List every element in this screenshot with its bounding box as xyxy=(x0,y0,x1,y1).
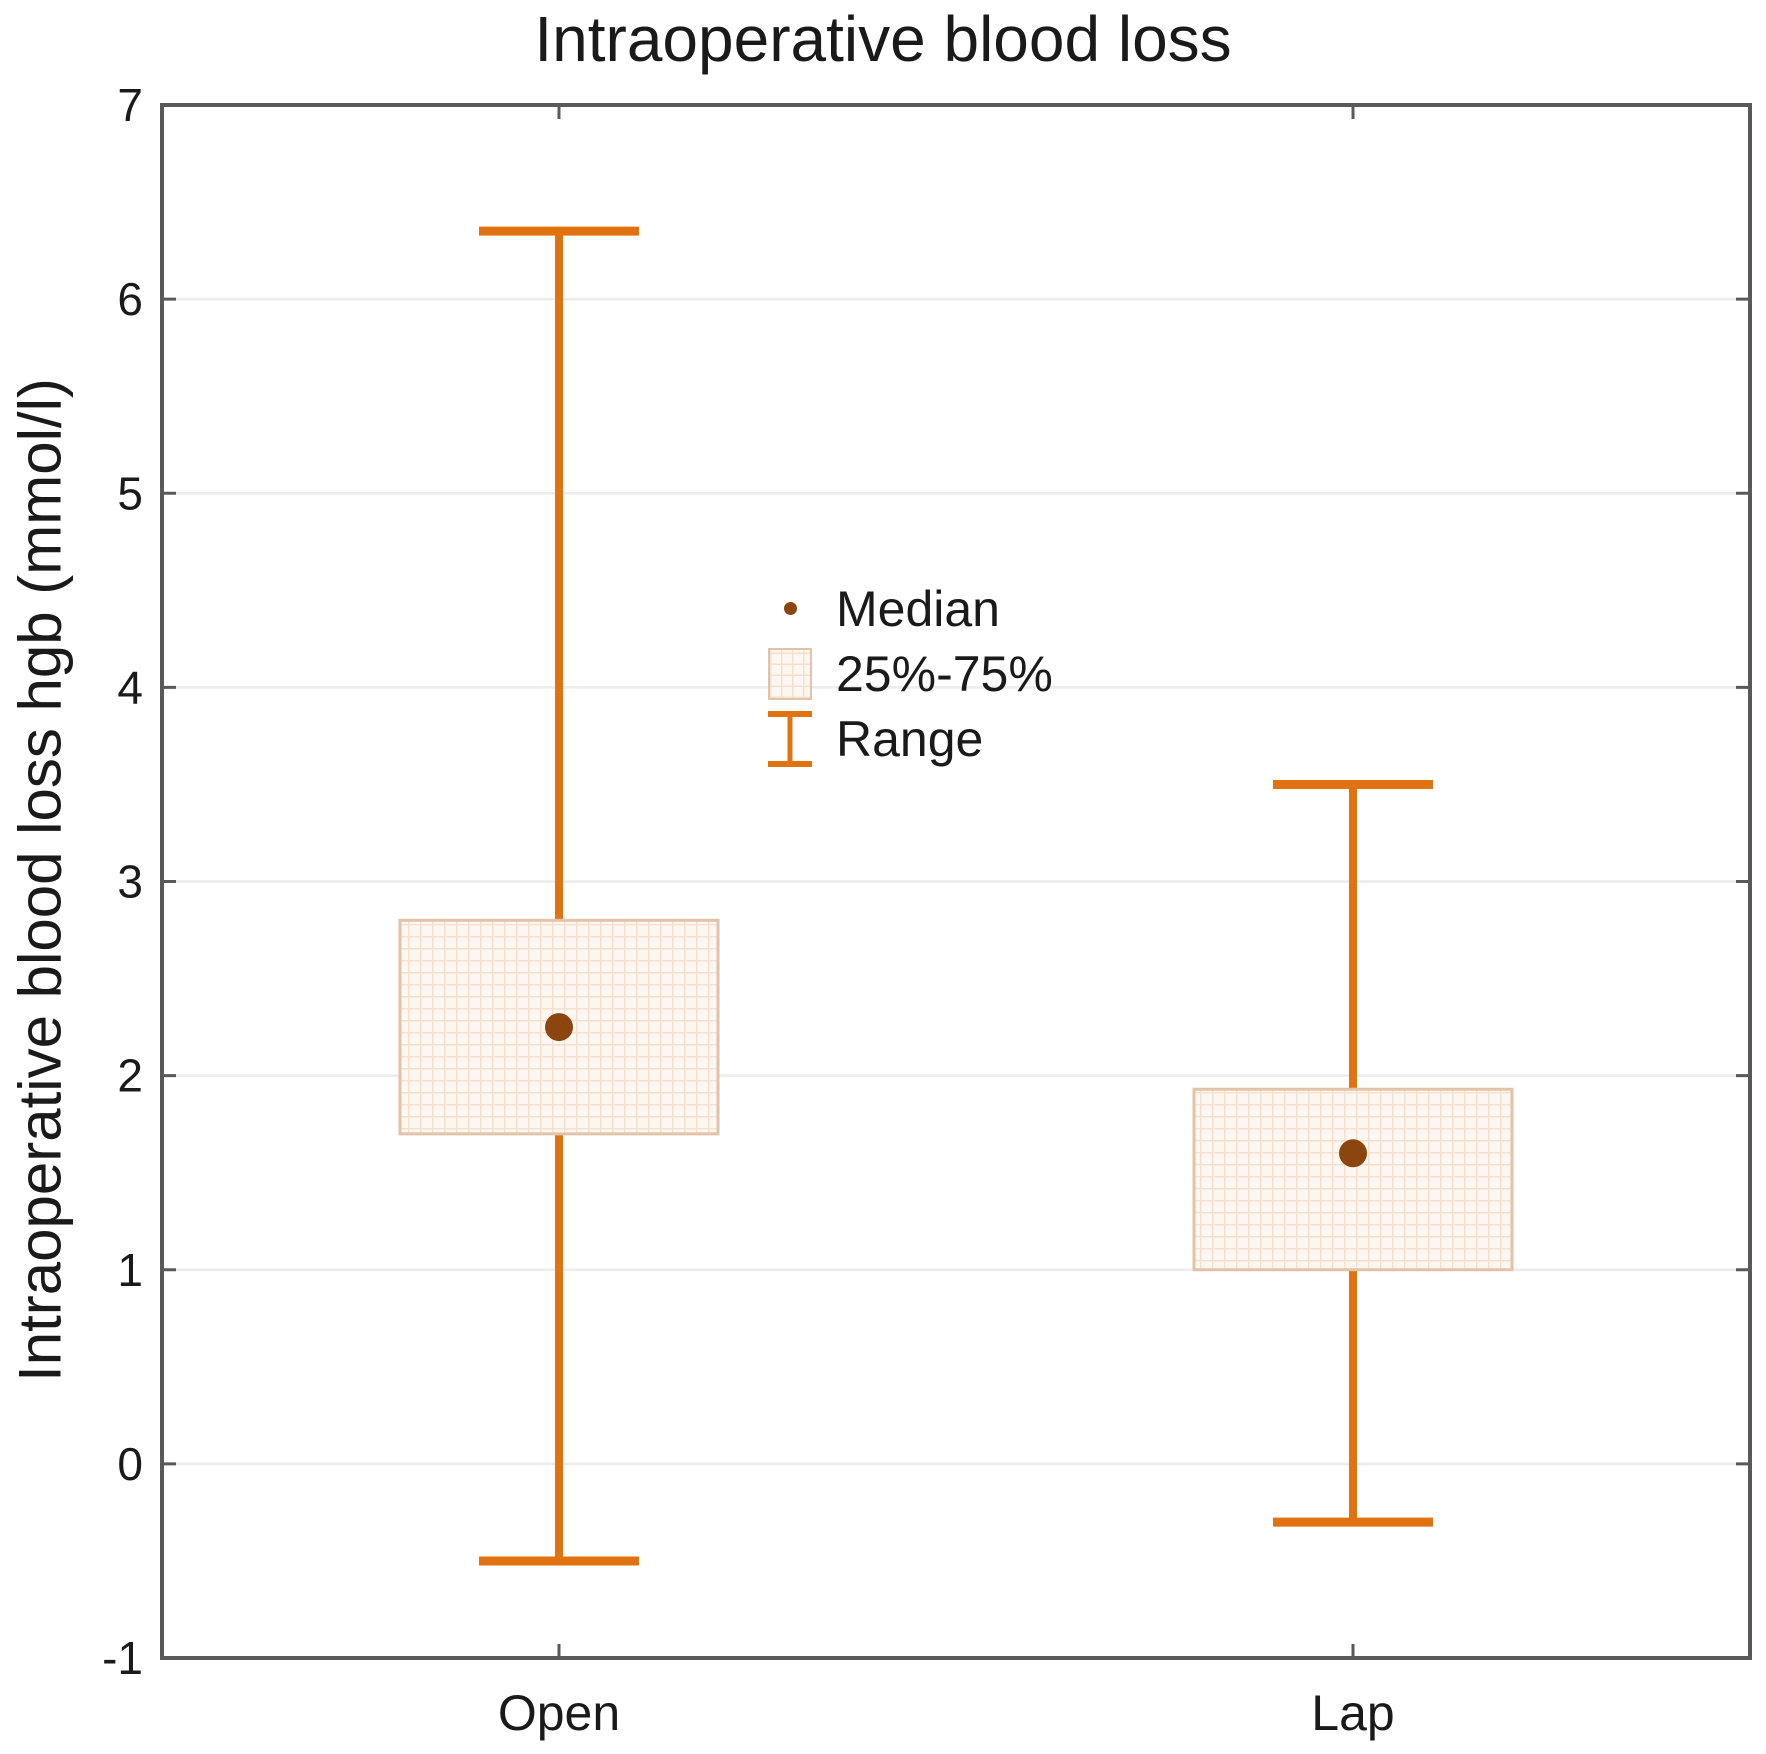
x-category-label-open: Open xyxy=(498,1685,620,1741)
iqr-box-swatch xyxy=(768,647,812,700)
y-tick-label-6: 6 xyxy=(117,273,143,325)
gridline-layer xyxy=(162,297,1750,1466)
median-dot xyxy=(545,1013,573,1042)
chart-title: Intraoperative blood loss xyxy=(534,3,1232,75)
y-tick-label-5: 5 xyxy=(117,467,143,519)
median-dot xyxy=(1339,1139,1367,1168)
y-tick-label-2: 2 xyxy=(117,1050,143,1102)
legend: Median 25%-75% Range xyxy=(752,576,1053,771)
legend-label: Range xyxy=(836,710,984,767)
range-whisker-swatch xyxy=(768,710,812,767)
box-group-open xyxy=(398,226,720,1566)
plot-frame-layer xyxy=(160,103,1752,1660)
iqr-box-icon xyxy=(752,647,828,700)
box-group-lap xyxy=(1192,779,1514,1527)
y-tick-label-7: 7 xyxy=(117,79,143,131)
median-dot-icon xyxy=(752,602,828,615)
axis-label-layer: 7 6 5 4 3 2 1 0 -1 Open Lap xyxy=(102,79,1395,1741)
y-tick-label--1: -1 xyxy=(102,1632,143,1684)
legend-row-range-whisker: Range xyxy=(752,706,1053,771)
median-dot-swatch xyxy=(783,602,797,615)
y-tick-label-1: 1 xyxy=(117,1244,143,1296)
x-category-label-lap: Lap xyxy=(1311,1685,1394,1741)
y-tick-label-3: 3 xyxy=(117,856,143,908)
range-whisker-icon xyxy=(752,709,828,769)
y-tick-label-4: 4 xyxy=(117,661,143,713)
legend-row-median-dot: Median xyxy=(752,576,1053,641)
box-series-layer xyxy=(398,226,1514,1566)
iqr-box xyxy=(1192,1087,1514,1272)
y-tick-label-0: 0 xyxy=(117,1438,143,1490)
legend-label: 25%-75% xyxy=(836,645,1053,702)
legend-label: Median xyxy=(836,580,1000,637)
legend-row-iqr-box: 25%-75% xyxy=(752,641,1053,706)
